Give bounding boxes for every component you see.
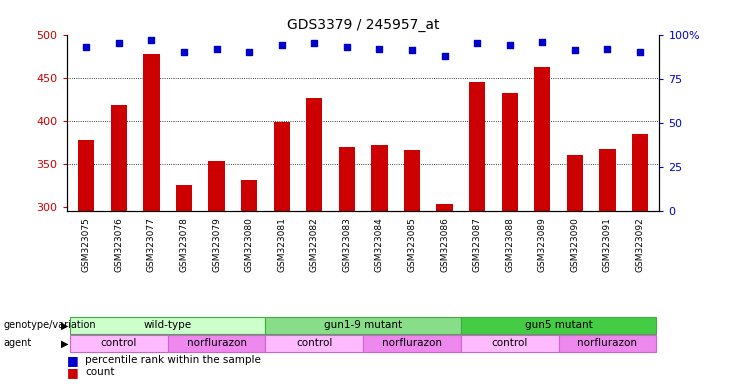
Text: GSM323076: GSM323076	[114, 217, 123, 272]
Text: GSM323078: GSM323078	[179, 217, 188, 272]
Bar	[436, 204, 453, 211]
Point	[145, 37, 157, 43]
Bar	[306, 98, 322, 211]
Bar	[371, 145, 388, 211]
Text: agent: agent	[4, 338, 32, 349]
Text: GSM323083: GSM323083	[342, 217, 351, 272]
Text: control: control	[491, 338, 528, 349]
Point	[634, 49, 646, 55]
Title: GDS3379 / 245957_at: GDS3379 / 245957_at	[287, 18, 439, 32]
Point	[569, 47, 581, 53]
Point	[308, 40, 320, 46]
Text: GSM323086: GSM323086	[440, 217, 449, 272]
Text: ▶: ▶	[61, 320, 68, 331]
Text: GSM323092: GSM323092	[636, 217, 645, 272]
Text: GSM323089: GSM323089	[538, 217, 547, 272]
Point	[341, 44, 353, 50]
Text: ■: ■	[67, 366, 79, 379]
Bar	[143, 53, 159, 211]
Text: GSM323084: GSM323084	[375, 217, 384, 272]
Text: count: count	[85, 367, 115, 377]
Text: GSM323080: GSM323080	[245, 217, 253, 272]
Text: control: control	[296, 338, 333, 349]
Bar	[273, 122, 290, 211]
Bar	[632, 134, 648, 211]
Bar	[404, 150, 420, 211]
Bar	[534, 67, 551, 211]
Text: GSM323088: GSM323088	[505, 217, 514, 272]
Point	[471, 40, 483, 46]
Point	[406, 47, 418, 53]
Bar	[241, 180, 257, 211]
Text: norflurazon: norflurazon	[577, 338, 637, 349]
Bar	[208, 161, 225, 211]
Bar	[469, 82, 485, 211]
Text: GSM323087: GSM323087	[473, 217, 482, 272]
Text: control: control	[101, 338, 137, 349]
Text: ■: ■	[67, 354, 79, 367]
Point	[210, 46, 222, 52]
Text: wild-type: wild-type	[144, 320, 192, 331]
Point	[536, 38, 548, 45]
Text: gun5 mutant: gun5 mutant	[525, 320, 592, 331]
Text: GSM323090: GSM323090	[571, 217, 579, 272]
Text: ▶: ▶	[61, 338, 68, 349]
Text: norflurazon: norflurazon	[382, 338, 442, 349]
Text: GSM323085: GSM323085	[408, 217, 416, 272]
Text: GSM323075: GSM323075	[82, 217, 90, 272]
Point	[178, 49, 190, 55]
Text: GSM323082: GSM323082	[310, 217, 319, 272]
Bar	[567, 155, 583, 211]
Text: GSM323091: GSM323091	[603, 217, 612, 272]
Text: GSM323081: GSM323081	[277, 217, 286, 272]
Text: genotype/variation: genotype/variation	[4, 320, 96, 331]
Point	[276, 42, 288, 48]
Bar	[339, 147, 355, 211]
Point	[113, 40, 124, 46]
Point	[373, 46, 385, 52]
Bar	[110, 105, 127, 211]
Text: GSM323079: GSM323079	[212, 217, 221, 272]
Point	[439, 53, 451, 59]
Point	[80, 44, 92, 50]
Bar	[502, 93, 518, 211]
Point	[504, 42, 516, 48]
Text: gun1-9 mutant: gun1-9 mutant	[324, 320, 402, 331]
Point	[602, 46, 614, 52]
Text: percentile rank within the sample: percentile rank within the sample	[85, 355, 261, 365]
Text: GSM323077: GSM323077	[147, 217, 156, 272]
Bar	[599, 149, 616, 211]
Point	[243, 49, 255, 55]
Text: norflurazon: norflurazon	[187, 338, 247, 349]
Bar	[176, 185, 192, 211]
Bar	[78, 140, 94, 211]
